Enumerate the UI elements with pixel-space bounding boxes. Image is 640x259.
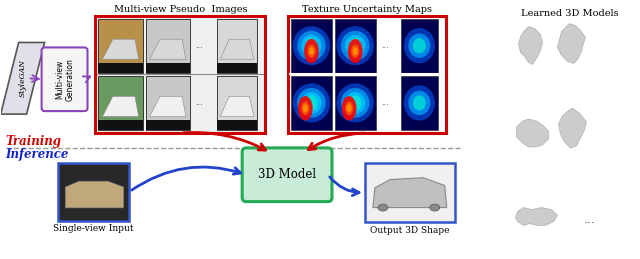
Bar [217,120,257,130]
Polygon shape [102,96,139,117]
Ellipse shape [301,102,309,115]
Bar [291,76,332,130]
Ellipse shape [292,26,330,65]
Bar [217,76,257,130]
Bar [146,76,190,130]
Ellipse shape [345,92,365,114]
Ellipse shape [341,31,369,61]
Ellipse shape [430,204,440,211]
FancyBboxPatch shape [242,148,332,202]
Bar [365,163,454,222]
Text: StyleGAN: StyleGAN [19,59,27,97]
Bar [58,163,129,220]
Polygon shape [557,24,586,63]
Text: ...: ... [196,41,204,50]
Ellipse shape [305,95,317,111]
Bar [335,76,376,130]
Text: Multi-view Pseudo  Images: Multi-view Pseudo Images [113,5,247,14]
Polygon shape [559,108,586,148]
Ellipse shape [297,31,326,61]
Text: ...: ... [584,213,595,226]
Ellipse shape [404,85,435,120]
Bar [401,76,438,130]
Bar [217,19,257,73]
Bar [99,120,143,130]
Polygon shape [150,96,186,117]
Text: Inference: Inference [6,148,69,161]
Ellipse shape [305,38,317,53]
Ellipse shape [298,96,313,120]
Bar [99,76,143,130]
Bar [146,19,190,73]
Ellipse shape [349,95,362,111]
Ellipse shape [345,102,353,115]
Ellipse shape [413,38,426,53]
Bar [401,19,438,73]
Ellipse shape [408,33,430,58]
Text: ...: ... [381,98,388,107]
Text: Single-view Input: Single-view Input [53,224,134,233]
Bar [217,63,257,73]
Ellipse shape [309,47,314,55]
Text: Learned 3D Models: Learned 3D Models [521,9,618,18]
Ellipse shape [337,26,374,65]
Ellipse shape [345,35,365,56]
Polygon shape [220,39,254,59]
Ellipse shape [353,47,358,55]
Ellipse shape [301,35,322,56]
Ellipse shape [351,44,359,58]
Polygon shape [373,178,447,207]
Polygon shape [516,119,548,147]
Bar [335,19,376,73]
Polygon shape [150,39,186,59]
Bar [146,63,190,73]
Polygon shape [65,181,124,208]
Ellipse shape [378,204,388,211]
Ellipse shape [349,38,362,53]
Bar [99,63,143,73]
Ellipse shape [301,92,322,114]
Text: Multi-view
Generation: Multi-view Generation [55,58,74,101]
Polygon shape [516,207,557,226]
Ellipse shape [408,91,430,115]
Text: ...: ... [381,41,388,50]
Ellipse shape [307,44,316,58]
Bar [288,16,445,133]
Text: Training: Training [6,135,61,148]
Ellipse shape [413,95,426,111]
Ellipse shape [292,83,330,123]
Bar [99,19,143,73]
Ellipse shape [404,28,435,63]
Ellipse shape [341,88,369,118]
FancyBboxPatch shape [42,47,88,111]
Text: Output 3D Shape: Output 3D Shape [370,226,449,235]
Ellipse shape [342,96,356,120]
Polygon shape [1,42,45,114]
Bar [146,120,190,130]
Polygon shape [518,27,543,64]
Polygon shape [220,96,254,117]
Text: 3D Model: 3D Model [258,168,316,181]
Ellipse shape [348,39,362,63]
Bar [291,19,332,73]
Ellipse shape [297,88,326,118]
Bar [95,16,265,133]
Text: Texture Uncertainty Maps: Texture Uncertainty Maps [302,5,432,14]
Ellipse shape [347,104,351,112]
Ellipse shape [304,39,319,63]
Ellipse shape [303,104,308,112]
Ellipse shape [337,83,374,123]
Polygon shape [102,39,139,59]
Text: ...: ... [196,98,204,107]
